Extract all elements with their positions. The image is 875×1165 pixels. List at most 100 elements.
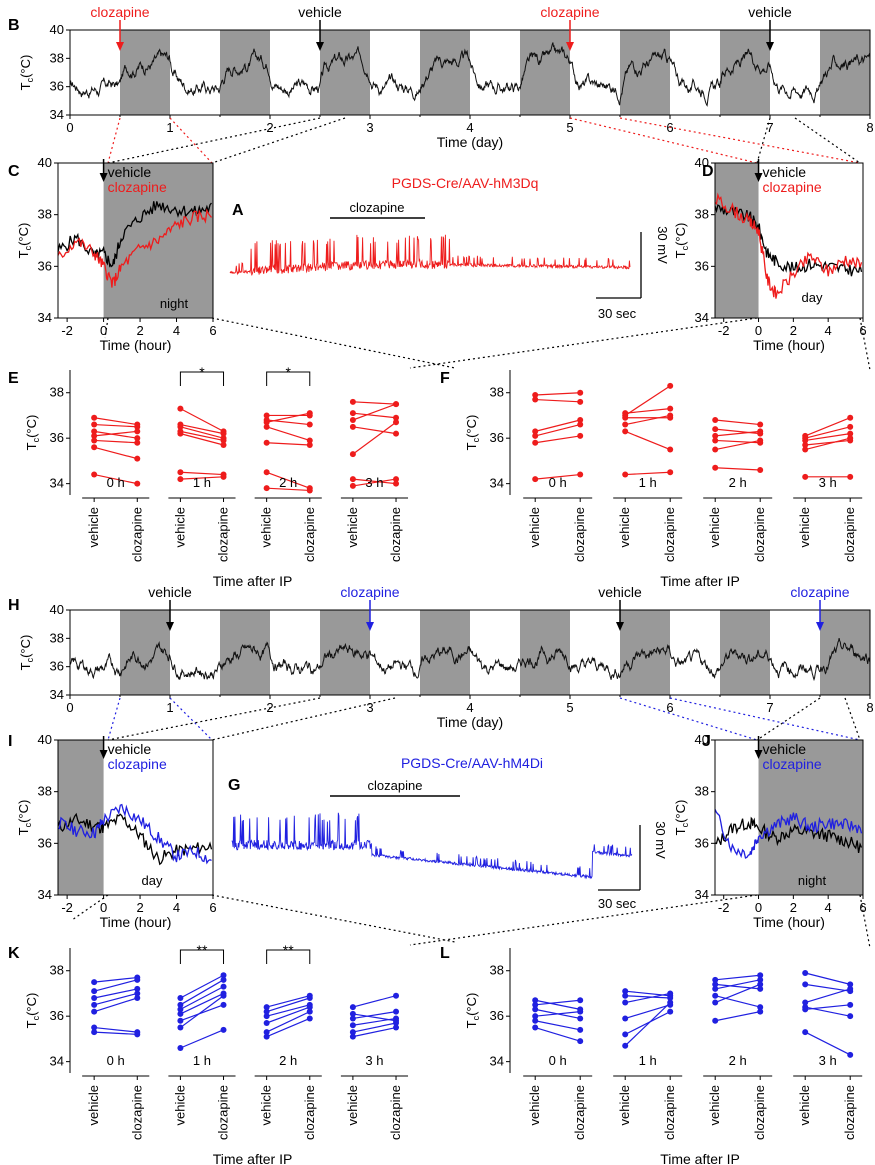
pair-line [180, 408, 224, 432]
injection-label: vehicle [748, 4, 792, 20]
panel-label-B: B [8, 17, 20, 34]
category-label-vehicle: vehicle [797, 507, 812, 547]
data-point-clozapine [220, 983, 227, 990]
category-label-vehicle: vehicle [172, 507, 187, 547]
pair-line [625, 414, 671, 426]
category-label-vehicle: vehicle [259, 507, 274, 547]
shaded-period [758, 740, 863, 895]
category-label-vehicle: vehicle [707, 1085, 722, 1125]
pair-line [624, 1002, 671, 1047]
hour-label: 0 h [107, 475, 125, 490]
data-point-vehicle [91, 437, 98, 444]
x-tick-label: 0 [100, 323, 107, 338]
axes-frame-top [69, 29, 871, 116]
pair-line [266, 1017, 311, 1038]
pair-line [266, 1004, 310, 1017]
x-axis-label: Time after IP [213, 1151, 293, 1165]
data-point-vehicle [177, 1010, 184, 1017]
data-point-vehicle [622, 428, 629, 435]
y-axis-label: Tc(°C) [18, 55, 35, 91]
hour-label: 0 h [107, 1053, 125, 1068]
significance-bracket [266, 371, 311, 386]
pair-line [352, 1011, 397, 1020]
data-point-vehicle [532, 1024, 539, 1031]
data-point-vehicle [349, 1004, 356, 1011]
y-tick-label: 38 [695, 784, 709, 799]
category-label-vehicle: vehicle [707, 507, 722, 547]
series-line-clozapine [714, 192, 863, 299]
data-point-vehicle [177, 430, 184, 437]
y-axis-label: Tc(°C) [464, 415, 481, 451]
x-tick-label: 6 [859, 900, 866, 915]
data-point-clozapine [847, 473, 854, 480]
night-period-shading [820, 30, 870, 115]
pair-line [266, 487, 310, 492]
data-point-vehicle [532, 432, 539, 439]
category-label-vehicle: vehicle [86, 1085, 101, 1125]
y-tick-label: 36 [38, 258, 52, 273]
y-tick-label: 34 [490, 1054, 504, 1069]
axes-frame-top [714, 739, 864, 896]
data-point-clozapine [667, 469, 674, 476]
data-point-vehicle [802, 1029, 809, 1036]
panel-label-F: F [440, 370, 450, 387]
y-tick-label: 40 [695, 732, 709, 747]
data-point-clozapine [757, 428, 764, 435]
x-tick-label: 7 [766, 120, 773, 135]
series-line-vehicle [57, 201, 212, 268]
pair-line [624, 430, 671, 451]
x-tick-label: 1 [166, 700, 173, 715]
data-point-clozapine [134, 435, 141, 442]
membrane-potential-trace [229, 234, 631, 276]
zoom-guide-line [619, 117, 861, 164]
pair-line [93, 997, 138, 1013]
legend-clozapine: clozapine [108, 179, 167, 195]
category-label-clozapine: clozapine [572, 507, 587, 562]
x-tick-label: 3 [366, 700, 373, 715]
night-period-shading [820, 610, 870, 695]
y-tick-label: 34 [50, 687, 64, 702]
hour-label: 0 h [549, 1053, 567, 1068]
data-point-clozapine [393, 476, 400, 483]
category-label-vehicle: vehicle [617, 507, 632, 547]
zoom-guide-line [169, 697, 213, 741]
category-label-clozapine: clozapine [129, 507, 144, 562]
pair-line [535, 1020, 581, 1031]
y-tick-label: 34 [695, 887, 709, 902]
y-tick-label: 40 [695, 155, 709, 170]
data-point-vehicle [802, 473, 809, 480]
zoom-guide-line [619, 697, 758, 741]
data-point-vehicle [349, 417, 356, 423]
pair-line [266, 412, 310, 423]
data-point-vehicle [712, 976, 719, 983]
zoom-guide-line [107, 697, 321, 741]
x-tick-label: 2 [790, 900, 797, 915]
data-point-vehicle [177, 1045, 184, 1051]
pair-line [266, 1011, 311, 1033]
x-tick-label: -2 [718, 900, 730, 915]
x-tick-label: 7 [766, 700, 773, 715]
shade-label: day [142, 873, 163, 888]
panel-g-title: PGDS-Cre/AAV-hM4Di [401, 755, 543, 771]
pair-line [715, 983, 761, 990]
pair-line [180, 423, 224, 435]
data-point-vehicle [349, 1033, 356, 1040]
night-period-shading [420, 30, 470, 115]
category-label-clozapine: clozapine [388, 1085, 403, 1140]
pair-line [625, 992, 671, 1004]
data-point-vehicle [532, 396, 539, 403]
data-point-clozapine [306, 421, 313, 428]
y-tick-label: 38 [490, 963, 504, 978]
y-tick-label: 38 [50, 50, 64, 65]
y-tick-label: 34 [50, 107, 64, 122]
data-point-vehicle [532, 1001, 539, 1008]
data-point-clozapine [667, 999, 674, 1006]
injection-arrowhead [766, 42, 774, 51]
x-tick-label: 0 [755, 323, 762, 338]
y-tick-label: 36 [50, 79, 64, 94]
pair-line [266, 442, 310, 446]
data-point-vehicle [91, 995, 98, 1001]
injection-arrowhead [566, 42, 574, 51]
x-tick-label: 4 [825, 900, 832, 915]
x-tick-label: 4 [173, 323, 180, 338]
